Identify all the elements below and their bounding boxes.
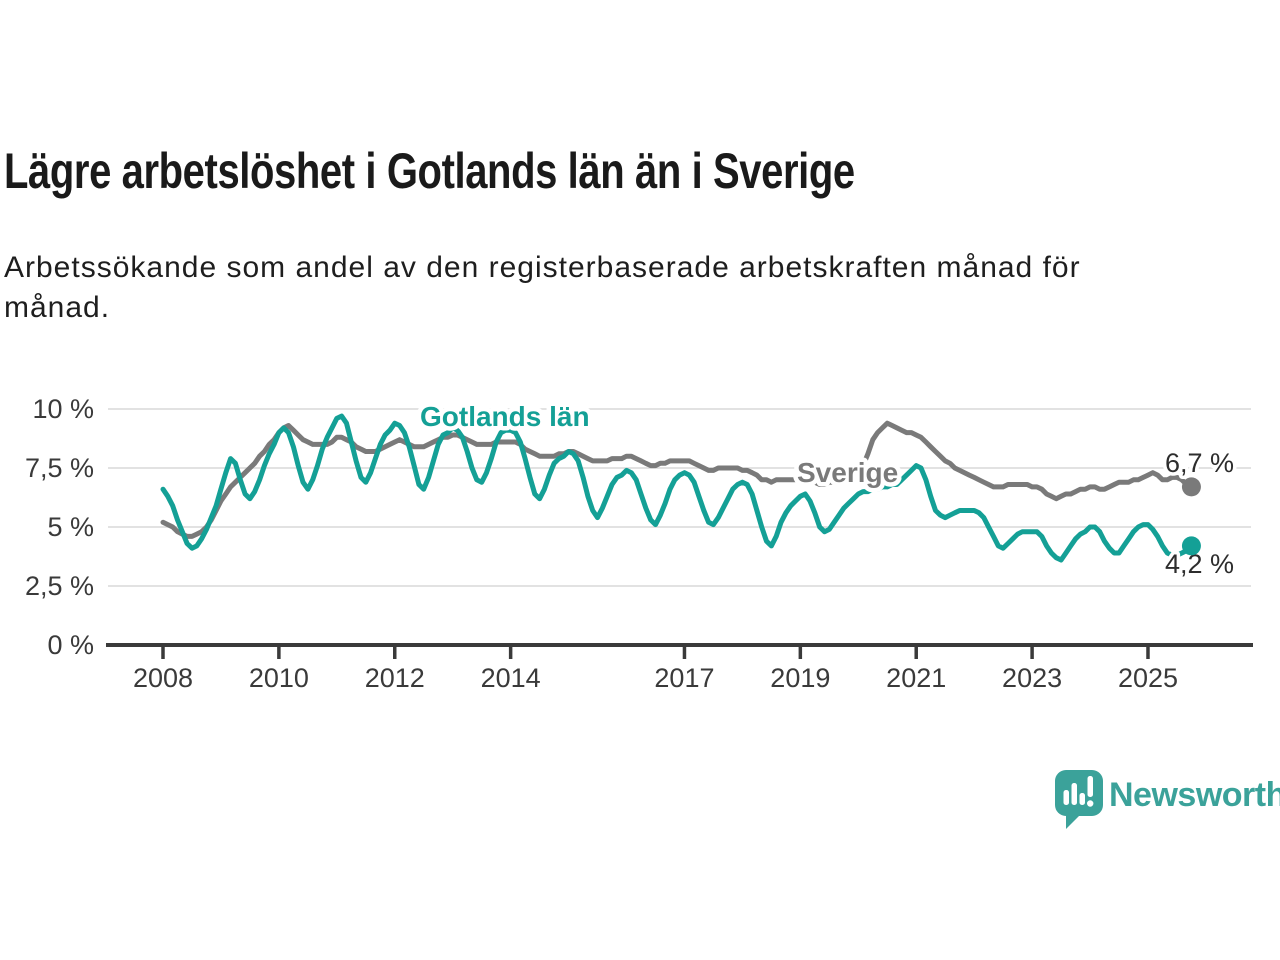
y-axis-tick-label: 5 % [47,512,94,542]
y-axis-tick-label: 2,5 % [25,571,94,601]
chart-title: Lägre arbetslöshet i Gotlands län än i S… [4,143,855,199]
newsworthy-logo[interactable]: Newsworthy [1055,770,1280,829]
series-label-gotlands-lan: Gotlands län [420,401,590,432]
x-axis-tick-label: 2008 [133,663,193,693]
y-axis-tick-label: 10 % [32,394,94,424]
chart-subtitle: Arbetssökande som andel av den registerb… [4,251,1081,324]
brand-name: Newsworthy [1109,776,1280,814]
series-end-value-gotlands-lan: 4,2 % [1165,549,1234,579]
plot-area: 0 % 2,5 % 5 % 7,5 % 10 % 2008 2010 2012 2014 2017… [25,394,1253,693]
x-axis-tick-label: 2014 [481,663,541,693]
x-axis-tick-label: 2019 [770,663,830,693]
logo-barchart-icon [1063,776,1094,807]
series-end-dot-sverige [1181,477,1201,497]
y-axis-tick-label: 0 % [47,630,94,660]
series-end-dot-gotlands-lan [1181,536,1201,556]
logo-bubble-tail [1066,812,1083,829]
x-axis-tick-label: 2017 [654,663,714,693]
x-axis-tick-label: 2012 [365,663,425,693]
series-end-value-sverige: 6,7 % [1165,448,1234,478]
y-axis-tick-label: 7,5 % [25,453,94,483]
series-label-sverige: Sverige [797,457,898,488]
x-axis-tick-label: 2025 [1118,663,1178,693]
x-axis-tick-label: 2010 [249,663,309,693]
x-axis-tick-label: 2021 [886,663,946,693]
series-line-gotlands-lan [160,413,1194,563]
series-line-sverige [160,420,1194,539]
logo-bubble [1055,770,1103,816]
x-axis-tick-label: 2023 [1002,663,1062,693]
